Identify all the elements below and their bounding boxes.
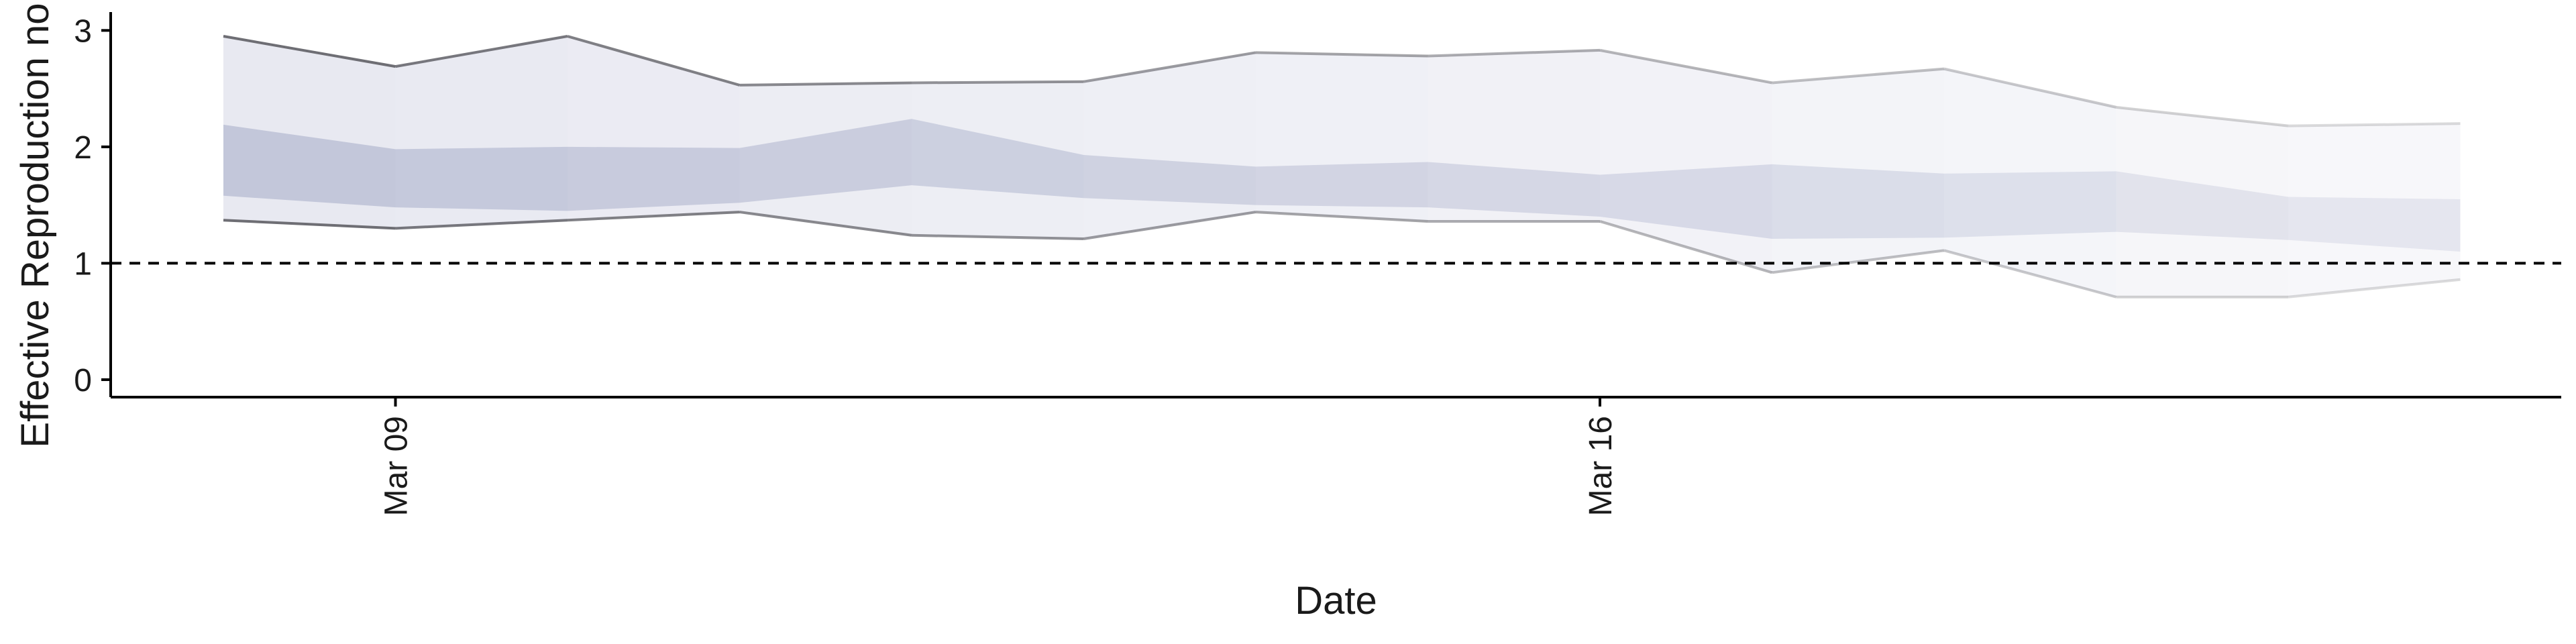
outer-band-segment — [2116, 107, 2288, 297]
inner-band-segment — [568, 146, 740, 211]
outer-lower-line-segment — [1599, 220, 1773, 274]
inner-band-segment — [1772, 164, 1944, 239]
axes: 0 1 2 3 Mar 09 Mar 16 — [74, 12, 2561, 516]
inner-band-segment — [1944, 171, 2116, 238]
y-tick-label: 2 — [74, 130, 92, 166]
inner-band-segment — [739, 119, 912, 203]
outer-upper-line-segment — [1428, 48, 1601, 58]
inner-band-segment — [1256, 162, 1428, 208]
inner-band-segment — [912, 119, 1084, 199]
inner-band-segment — [1428, 162, 1600, 217]
outer-lower-line-segment — [1255, 211, 1428, 223]
outer-upper-line-segment — [2116, 105, 2289, 127]
outer-lower-line-segment — [1943, 249, 2117, 299]
outer-lower-line-segment — [1772, 249, 1945, 274]
outer-upper-line-segment — [1943, 67, 2116, 109]
x-axis-title: Date — [1295, 579, 1377, 623]
y-axis-title: Effective Reproduction no. — [13, 0, 57, 448]
x-tick-label: Mar 09 — [379, 416, 415, 516]
outer-upper-line-segment — [1255, 51, 1428, 58]
x-tick-label: Mar 16 — [1583, 416, 1619, 516]
outer-upper-line-segment — [1083, 51, 1256, 83]
outer-lower-line-segment — [567, 211, 740, 222]
outer-upper-line-segment — [2288, 122, 2461, 127]
outer-upper-line-segment — [395, 35, 568, 68]
outer-upper-line-segment — [223, 35, 396, 68]
outer-upper-line-segment — [1599, 48, 1772, 85]
interval-boundary-lines — [223, 35, 2461, 299]
outer-band-segment — [1944, 68, 2116, 297]
outer-lower-line-segment — [1083, 211, 1256, 240]
x-axis-ticks: Mar 09 Mar 16 — [379, 397, 1619, 516]
inner-band-segment — [1600, 164, 1772, 239]
interval-bands — [223, 36, 2461, 297]
outer-lower-line-segment — [739, 211, 912, 237]
outer-lower-line-segment — [395, 219, 568, 230]
y-tick-label: 1 — [74, 246, 92, 282]
outer-upper-line-segment — [567, 35, 741, 87]
outer-lower-line-segment — [911, 233, 1084, 240]
inner-band-segment — [223, 124, 396, 208]
outer-band-segment — [1600, 50, 1772, 273]
outer-band-segment — [1083, 52, 1256, 239]
inner-band-segment — [2116, 171, 2288, 240]
y-tick-label: 0 — [74, 363, 92, 398]
outer-lower-line-segment — [2288, 278, 2461, 299]
y-tick-label: 3 — [74, 13, 92, 49]
inner-band-segment — [1083, 155, 1256, 205]
y-axis-ticks: 0 1 2 3 — [74, 13, 111, 398]
inner-band-segment — [2288, 197, 2461, 252]
outer-lower-line-segment — [223, 219, 396, 230]
outer-upper-line-segment — [1772, 67, 1945, 85]
outer-upper-line-segment — [739, 81, 912, 87]
outer-band-segment — [2288, 123, 2461, 297]
outer-upper-line-segment — [911, 80, 1084, 85]
inner-band-segment — [395, 146, 568, 211]
